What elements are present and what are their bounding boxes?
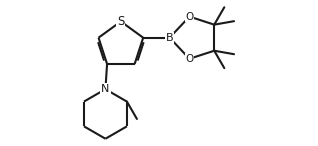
Text: S: S — [117, 15, 125, 28]
Text: N: N — [101, 84, 110, 94]
Text: B: B — [166, 33, 173, 43]
Text: N: N — [101, 84, 110, 94]
Text: O: O — [185, 12, 194, 22]
Text: B: B — [166, 33, 173, 43]
Text: O: O — [185, 54, 194, 64]
